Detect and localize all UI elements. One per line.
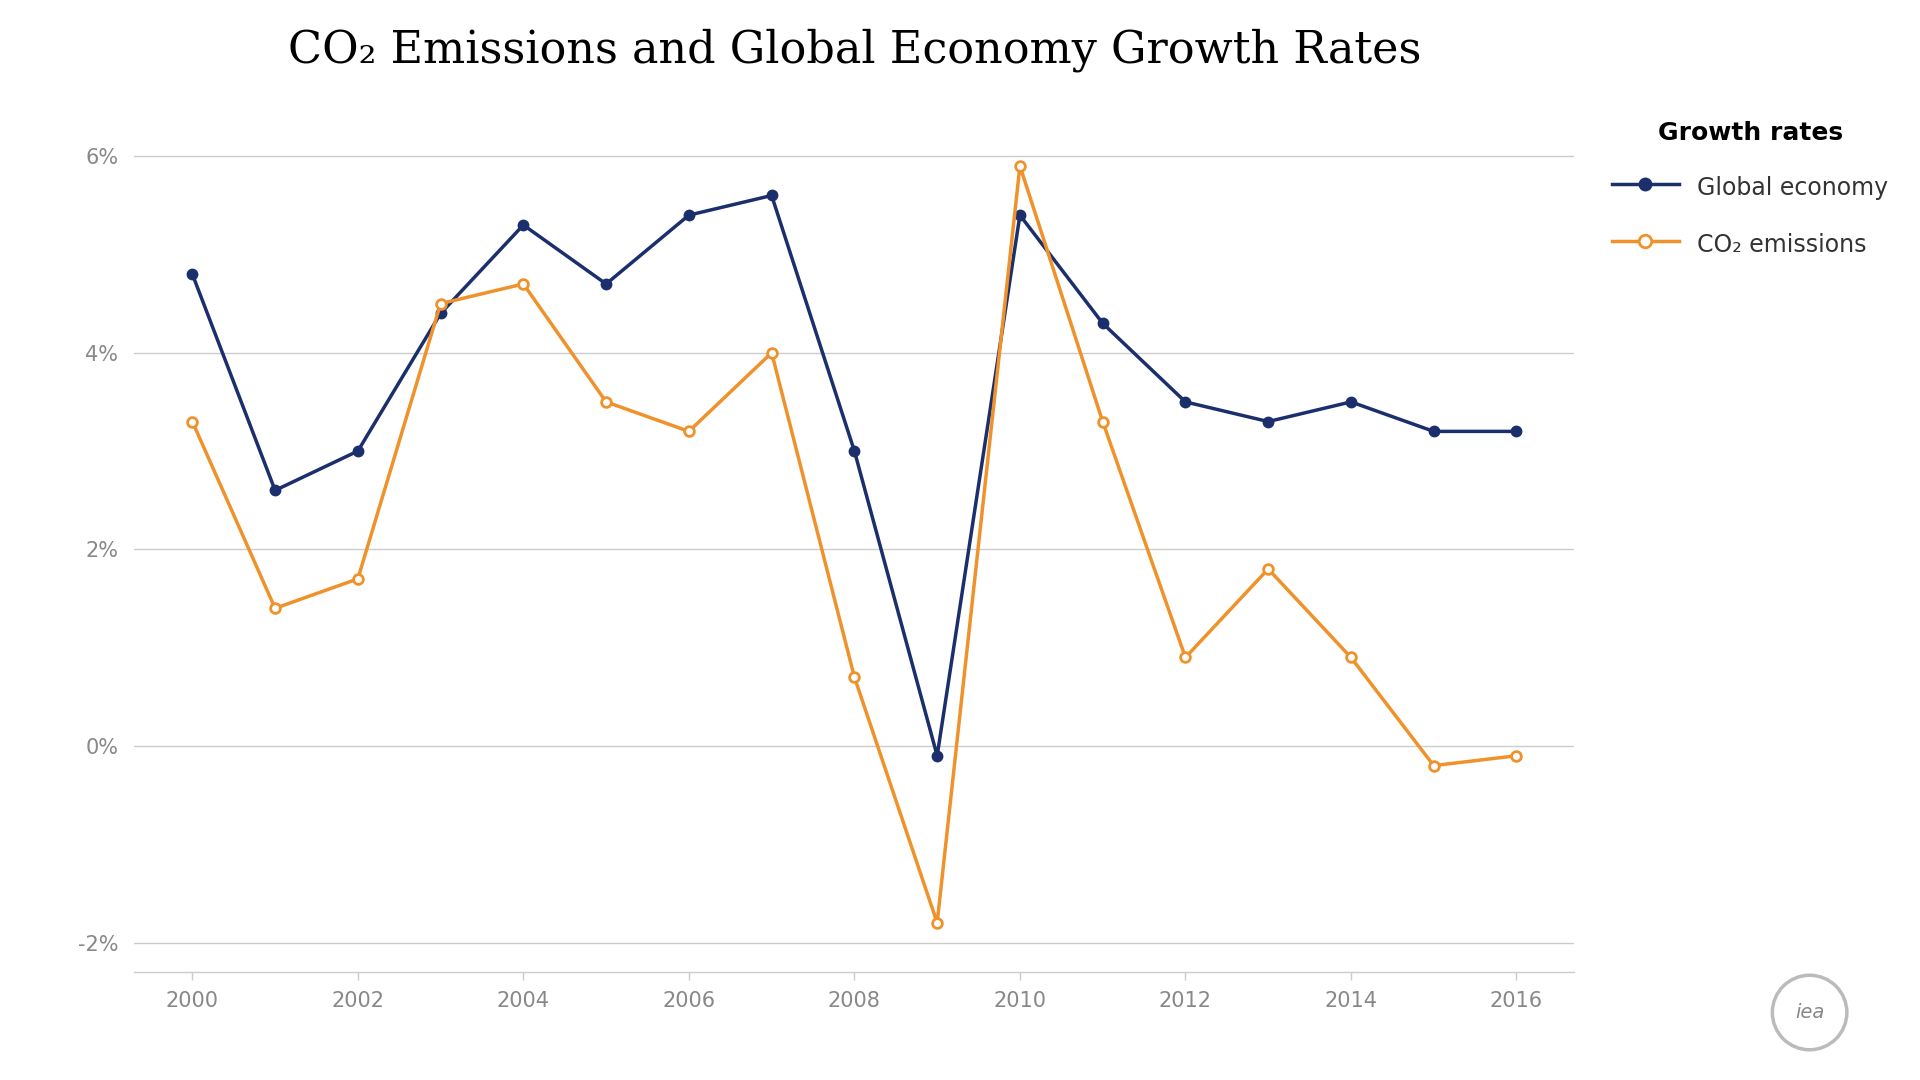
Title: CO₂ Emissions and Global Economy Growth Rates: CO₂ Emissions and Global Economy Growth … xyxy=(288,28,1421,72)
Legend: Global economy, CO₂ emissions: Global economy, CO₂ emissions xyxy=(1601,109,1901,271)
Text: iea: iea xyxy=(1795,1003,1824,1022)
